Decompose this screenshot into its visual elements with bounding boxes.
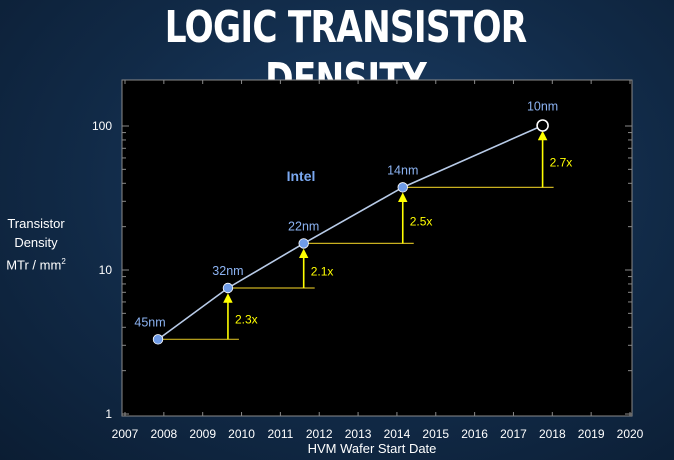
node-label: 32nm (212, 264, 243, 278)
y-axis-unit-exponent: 2 (61, 257, 66, 266)
x-axis-label: HVM Wafer Start Date (308, 441, 437, 456)
x-tick-label: 2017 (500, 427, 527, 441)
node-label: 22nm (288, 219, 319, 233)
x-tick-label: 2012 (306, 427, 333, 441)
x-tick-label: 2010 (228, 427, 255, 441)
node-label: 10nm (527, 100, 558, 114)
data-point-hollow (536, 119, 549, 132)
x-tick-label: 2008 (150, 427, 177, 441)
x-tick-label: 2019 (578, 427, 605, 441)
node-label: 14nm (387, 163, 418, 177)
y-axis-unit: MTr / mm (6, 257, 62, 273)
scaling-factor-label: 2.5x (410, 214, 433, 228)
series-name-label: Intel (287, 168, 316, 184)
x-tick-label: 2018 (539, 427, 566, 441)
scaling-factor-label: 2.7x (550, 155, 573, 169)
x-tick-label: 2015 (422, 427, 449, 441)
y-axis-label: Transistor Density MTr / mm2 (0, 214, 72, 274)
data-point (298, 238, 309, 249)
x-tick-label: 2007 (112, 427, 139, 441)
data-point (152, 334, 164, 345)
data-point-group (152, 119, 549, 345)
scaling-factor-label: 2.1x (311, 265, 334, 279)
plot-area (121, 79, 633, 417)
y-axis-label-line-3: MTr / mm2 (0, 252, 72, 274)
point-label-group: 45nm 32nm 22nm 14nm 10nm (134, 100, 558, 330)
x-tick-label: 2009 (189, 427, 216, 441)
x-tick-label: 2016 (461, 427, 488, 441)
data-point (222, 282, 234, 294)
y-axis-label-line-2: Density (14, 235, 58, 250)
data-point (397, 182, 408, 193)
x-tick-label: 2014 (384, 427, 411, 441)
x-tick-label: 2011 (267, 427, 293, 441)
y-axis-label-line-1: Transistor (7, 216, 65, 231)
y-tick-label: 10 (99, 263, 113, 277)
y-tick-label: 1 (105, 407, 112, 421)
x-tick-label: 2013 (345, 427, 372, 441)
arrow-group (223, 130, 548, 340)
y-axis-ticks: 1 10 100 (92, 119, 632, 421)
node-label: 45nm (134, 315, 165, 329)
scaling-factor-label: 2.3x (235, 313, 258, 327)
x-axis-ticks: 2007 2008 2009 2010 2011 2012 2013 2014 2015 2016… (112, 80, 644, 441)
x-tick-label: 2020 (617, 427, 644, 441)
y-tick-label: 100 (92, 119, 112, 133)
factor-label-group: 2.3x 2.1x 2.5x 2.7x (235, 155, 572, 326)
baseline-group (158, 186, 554, 340)
